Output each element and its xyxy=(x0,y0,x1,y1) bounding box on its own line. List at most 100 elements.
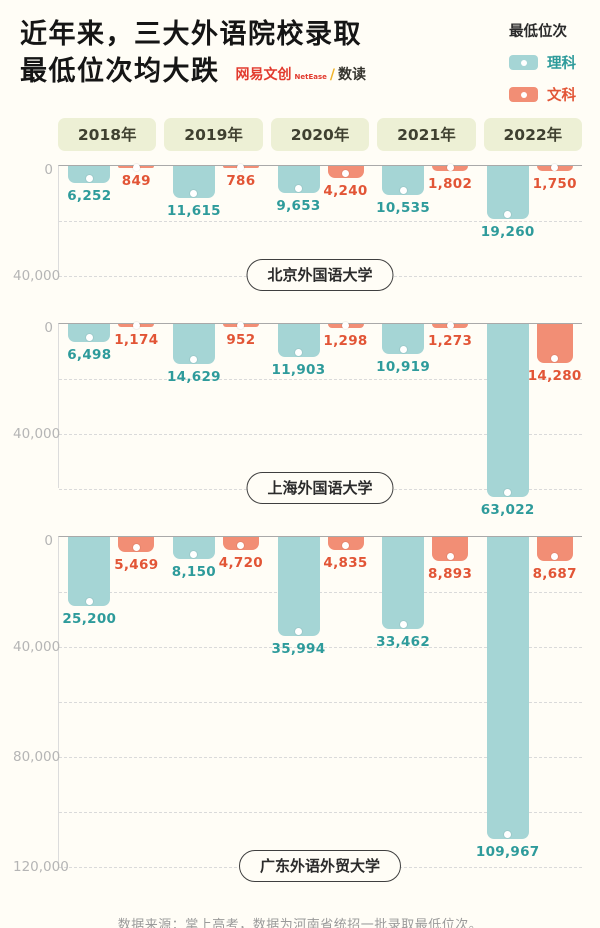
bar-endpoint-dot xyxy=(342,542,349,550)
bar-science xyxy=(277,324,320,357)
bar-endpoint-dot xyxy=(551,164,559,171)
year-pill-2022: 2022年 xyxy=(483,118,583,151)
bar-endpoint-dot xyxy=(551,552,559,560)
bar-science xyxy=(277,537,320,636)
bar-endpoint-dot xyxy=(237,541,245,549)
bar-endpoint-dot xyxy=(85,598,93,606)
bar-science xyxy=(486,166,529,219)
logo-brand-text: 网易文创 xyxy=(235,67,292,83)
bar-arts xyxy=(222,322,259,329)
axis-tick-label: 40,000 xyxy=(13,268,61,284)
plot-area: 0 40,000 6,252 11,615 9,653 10,535 19,260 849 78… xyxy=(13,162,582,284)
legend-title: 最低位次 xyxy=(509,24,567,40)
bar-endpoint-dot xyxy=(132,322,140,329)
bar-endpoint-dot xyxy=(132,544,140,552)
bar-value-label: 1,273 xyxy=(427,332,473,349)
science-swatch-icon xyxy=(509,55,538,70)
bar-arts xyxy=(222,537,259,550)
gridline xyxy=(59,702,582,703)
data-source-note: 数据来源：掌上高考，数据为河南省统招一批录取最低位次。 xyxy=(117,918,483,928)
bar-value-label: 4,835 xyxy=(323,555,368,572)
bar-value-label: 8,687 xyxy=(532,565,577,582)
bar-value-label: 63,022 xyxy=(480,502,535,519)
bar-value-label: 109,967 xyxy=(475,844,540,861)
logo-separator: / xyxy=(329,67,335,83)
bar-science xyxy=(172,324,215,365)
bar-value-label: 8,893 xyxy=(427,566,473,583)
bar-endpoint-dot xyxy=(446,322,454,329)
arts-swatch-icon xyxy=(509,87,538,102)
bar-value-label: 10,535 xyxy=(376,199,431,216)
bar-endpoint-dot xyxy=(446,553,454,561)
bar-endpoint-dot xyxy=(295,348,302,356)
bar-value-label: 5,469 xyxy=(114,557,159,574)
bar-endpoint-dot xyxy=(295,184,302,192)
bar-endpoint-dot xyxy=(504,831,512,839)
bar-endpoint-dot xyxy=(190,551,198,559)
gridline xyxy=(59,812,582,813)
gridline xyxy=(59,221,582,222)
year-pill-2020: 2020年 xyxy=(270,118,370,151)
year-pill-2021: 2021年 xyxy=(377,118,476,151)
bar-science xyxy=(172,166,215,198)
swatch-dot-icon xyxy=(520,91,527,98)
year-pill-2019: 2019年 xyxy=(164,118,263,151)
bar-endpoint-dot xyxy=(190,356,198,364)
charts-container: 0 40,000 6,252 11,615 9,653 10,535 19,260 849 78… xyxy=(0,162,600,882)
bar-arts xyxy=(327,166,364,178)
gridline xyxy=(59,647,582,648)
bar-endpoint-dot xyxy=(190,189,198,197)
bar-science xyxy=(382,324,425,355)
bar-endpoint-dot xyxy=(504,489,512,497)
bar-value-label: 6,252 xyxy=(67,188,112,205)
bar-value-label: 11,615 xyxy=(166,202,221,219)
bar-endpoint-dot xyxy=(85,175,93,183)
bar-arts xyxy=(432,537,469,562)
bar-science xyxy=(172,537,215,560)
bar-value-label: 14,280 xyxy=(527,368,582,385)
chart-section-1: 0 40,000 6,498 14,629 11,903 10,919 63,022 1,17… xyxy=(13,320,582,518)
axis-tick-label: 80,000 xyxy=(13,749,61,765)
bar-endpoint-dot xyxy=(399,621,407,629)
bar-science xyxy=(486,537,529,840)
bar-value-label: 1,174 xyxy=(114,332,159,349)
university-label-pill: 北京外国语大学 xyxy=(246,259,394,291)
bar-arts xyxy=(118,322,155,329)
bar-science xyxy=(68,166,111,184)
gridline xyxy=(59,434,582,435)
bar-value-label: 952 xyxy=(226,331,256,348)
axis-tick-label: 40,000 xyxy=(13,639,61,655)
bar-endpoint-dot xyxy=(342,322,349,329)
bar-arts xyxy=(327,537,364,551)
bar-endpoint-dot xyxy=(342,169,349,177)
legend-label-science: 理科 xyxy=(547,56,576,72)
bar-value-label: 14,629 xyxy=(166,369,221,386)
bar-endpoint-dot xyxy=(85,333,93,341)
bar-value-label: 6,498 xyxy=(67,346,112,363)
bar-science xyxy=(382,166,425,195)
bar-arts xyxy=(118,164,155,171)
bar-arts xyxy=(432,322,469,329)
bar-arts xyxy=(432,164,469,171)
bar-value-label: 8,150 xyxy=(171,564,216,581)
bar-value-label: 25,200 xyxy=(62,611,117,628)
legend-item-science: 理科 xyxy=(509,52,576,73)
chart-section-0: 0 40,000 6,252 11,615 9,653 10,535 19,260 849 78… xyxy=(13,162,582,291)
bar-arts xyxy=(327,322,364,329)
header: 近年来，三大外语院校录取 最低位次均大跌 网易文创 NetEase / 数读 最… xyxy=(0,0,600,104)
bar-endpoint-dot xyxy=(551,355,559,363)
legend: 最低位次 理科 文科 xyxy=(509,20,576,105)
swatch-dot-icon xyxy=(520,59,527,66)
bar-endpoint-dot xyxy=(504,210,512,218)
bar-value-label: 1,802 xyxy=(427,175,473,192)
bar-endpoint-dot xyxy=(237,164,245,171)
university-label-pill: 广东外语外贸大学 xyxy=(238,850,402,882)
axis-tick-label: 0 xyxy=(44,320,53,336)
bar-value-label: 786 xyxy=(226,173,256,190)
year-header-row: 2018年 2019年 2020年 2021年 2022年 xyxy=(58,118,583,151)
logo-brand-en-text: NetEase xyxy=(294,73,327,81)
bar-value-label: 19,260 xyxy=(480,223,535,240)
plot-area: 0 40,000 6,498 14,629 11,903 10,919 63,022 1,17… xyxy=(13,320,582,518)
bar-value-label: 11,903 xyxy=(271,361,326,378)
